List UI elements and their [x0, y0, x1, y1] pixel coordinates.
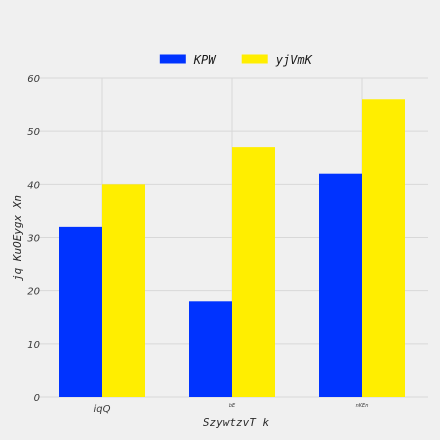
legend-label: KPW: [193, 53, 217, 67]
bar-yjVmK-iqQ: [102, 184, 145, 397]
y-tick-label: 30: [27, 234, 40, 245]
y-axis-label: jq KuOEygx Xn: [11, 195, 24, 281]
y-axis-ticks: 0 10 20 30 40 50 60: [27, 74, 40, 404]
bars: [59, 99, 405, 398]
y-tick-label: 10: [27, 340, 40, 351]
x-tick-label: bE: [229, 403, 236, 409]
y-tick-label: 50: [27, 127, 40, 138]
legend-swatch-yjVmK: [241, 54, 268, 64]
legend-swatch-KPW: [159, 54, 186, 64]
bar-KPW-iqQ: [59, 226, 102, 397]
y-tick-label: 60: [27, 74, 40, 85]
legend: KPW yjVmK: [159, 53, 313, 67]
x-tick-label: iqQ: [94, 404, 111, 415]
bar-KPW-bE: [189, 301, 232, 397]
bar-yjVmK-bE: [232, 147, 275, 397]
bar-KPW-nKEn: [319, 173, 362, 397]
x-tick-label: nKEn: [356, 403, 369, 409]
y-tick-label: 0: [34, 393, 40, 404]
x-axis-label: SzywtzvT k: [203, 416, 270, 429]
legend-label: yjVmK: [275, 53, 313, 67]
y-tick-label: 20: [27, 287, 40, 298]
y-tick-label: 40: [27, 180, 40, 191]
bar-yjVmK-nKEn: [362, 99, 405, 398]
x-axis-ticks: iqQ bE nKEn: [94, 403, 369, 415]
